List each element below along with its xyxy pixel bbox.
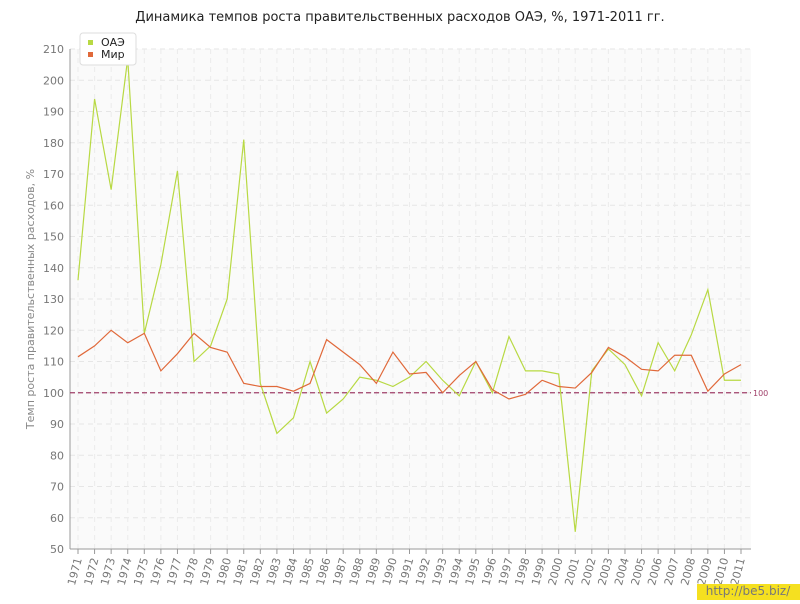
y-tick-label: 120 <box>43 324 64 337</box>
y-tick-label: 100 <box>43 387 64 400</box>
y-tick-label: 190 <box>43 106 64 119</box>
y-tick-label: 140 <box>43 262 64 275</box>
y-tick-label: 180 <box>43 137 64 150</box>
y-tick-label: 80 <box>50 449 64 462</box>
legend-box <box>79 32 137 66</box>
y-tick-label: 150 <box>43 231 64 244</box>
legend-swatch <box>88 52 93 57</box>
y-tick-label: 110 <box>43 356 64 369</box>
chart-title: Динамика темпов роста правительственных … <box>135 10 664 25</box>
legend-label: ОАЭ <box>101 36 125 49</box>
y-tick-label: 130 <box>43 293 64 306</box>
y-tick-label: 60 <box>50 512 64 525</box>
legend-label: Мир <box>101 48 125 61</box>
series-line <box>77 58 741 532</box>
watermark-box <box>697 584 800 600</box>
marks: 100 <box>70 58 768 532</box>
y-tick-label: 160 <box>43 199 64 212</box>
grid: 50 60 70 80 90 100 110 120 130 140 150 160 170 180 190… <box>43 43 751 587</box>
y-tick-label: 200 <box>43 74 64 87</box>
y-axis-label: Темп роста правительственных расходов, % <box>24 169 37 430</box>
reference-label: 100 <box>753 389 768 398</box>
x-tick-label: 2011 <box>728 556 748 586</box>
y-tick-label: 50 <box>50 543 64 556</box>
series-line <box>77 329 742 400</box>
legend-swatch <box>88 40 93 45</box>
y-tick-label: 70 <box>50 481 64 494</box>
y-tick-label: 210 <box>43 43 64 56</box>
y-tick-label: 90 <box>50 418 64 431</box>
watermark: http://be5.biz/ <box>706 584 791 598</box>
y-tick-label: 170 <box>43 168 64 181</box>
